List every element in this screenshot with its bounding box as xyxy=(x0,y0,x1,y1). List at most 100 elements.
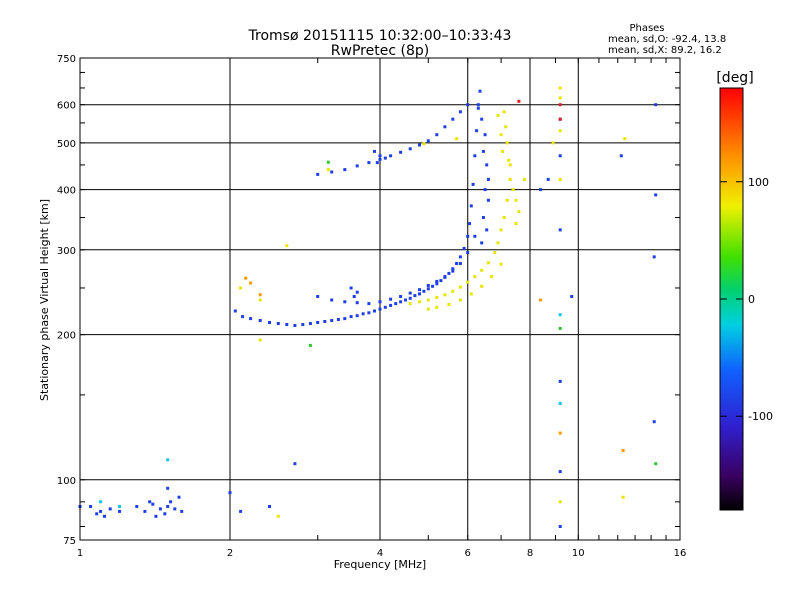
y-axis-label: Stationary phase Virtual Height [km] xyxy=(38,199,51,401)
data-point xyxy=(355,290,359,294)
data-point xyxy=(523,177,526,181)
data-point xyxy=(458,285,462,289)
data-point xyxy=(228,491,232,495)
data-point xyxy=(375,161,379,165)
data-point xyxy=(422,142,426,146)
data-point xyxy=(95,512,99,516)
data-point xyxy=(244,276,248,280)
data-point xyxy=(426,139,430,143)
data-point xyxy=(654,193,658,197)
data-point xyxy=(308,322,312,325)
data-point xyxy=(239,509,243,513)
data-point xyxy=(558,313,562,317)
data-point xyxy=(551,141,555,145)
data-point xyxy=(258,298,262,302)
data-point xyxy=(158,507,162,511)
data-point xyxy=(481,149,485,153)
data-point xyxy=(135,505,139,508)
data-point xyxy=(447,303,451,306)
data-point xyxy=(462,246,466,250)
data-point xyxy=(361,312,365,316)
data-point xyxy=(233,309,237,313)
data-point xyxy=(619,154,623,158)
data-point xyxy=(355,301,359,305)
x-tick-label: 6 xyxy=(465,548,471,559)
data-point xyxy=(486,261,490,265)
data-point xyxy=(546,177,550,181)
data-point xyxy=(316,172,320,176)
data-point xyxy=(486,177,490,181)
data-point xyxy=(258,319,262,322)
data-point xyxy=(343,168,347,172)
data-point xyxy=(514,222,518,226)
data-point xyxy=(558,96,562,100)
data-point xyxy=(143,509,147,513)
data-point xyxy=(458,110,462,114)
data-point xyxy=(558,327,562,330)
data-point xyxy=(447,271,451,275)
data-point xyxy=(166,486,170,490)
data-point xyxy=(316,321,320,324)
data-point xyxy=(478,89,482,93)
data-point xyxy=(404,298,407,302)
data-point xyxy=(394,302,398,306)
data-point xyxy=(480,284,484,288)
chart-subtitle: RwPretec (8p) xyxy=(331,43,429,59)
data-point xyxy=(169,500,173,504)
data-point xyxy=(389,303,393,307)
data-point xyxy=(148,500,152,504)
data-point xyxy=(499,228,503,232)
data-point xyxy=(180,509,184,513)
data-point xyxy=(352,295,356,298)
data-point xyxy=(367,161,371,165)
data-point xyxy=(418,288,421,292)
data-point xyxy=(276,322,280,325)
colorbar-tick-label: -100 xyxy=(748,410,773,423)
data-point xyxy=(466,234,470,238)
data-point xyxy=(558,401,562,405)
data-point xyxy=(505,141,509,145)
data-point xyxy=(154,514,158,518)
axis-ticks: 1 2 4 6 8 10 16 75 100 200 300 400 500 600 750 xyxy=(57,54,686,559)
data-point xyxy=(466,280,470,284)
data-point xyxy=(443,293,447,297)
data-point xyxy=(239,286,243,290)
data-point xyxy=(435,133,439,137)
data-point xyxy=(418,292,421,296)
data-point xyxy=(558,129,562,133)
data-point xyxy=(336,318,340,321)
data-point xyxy=(293,462,297,466)
data-point xyxy=(511,188,515,192)
data-point xyxy=(558,500,562,504)
data-point xyxy=(558,103,562,107)
data-point xyxy=(389,154,393,158)
y-tick-label: 100 xyxy=(57,476,76,487)
data-point xyxy=(539,298,543,302)
data-point xyxy=(493,251,497,255)
phase-line-x: mean, sd,X: 89.2, 16.2 xyxy=(608,45,722,56)
data-point xyxy=(276,514,280,518)
data-point xyxy=(301,323,305,326)
data-point xyxy=(383,305,387,309)
data-point xyxy=(343,300,347,304)
data-point xyxy=(355,164,359,168)
data-point xyxy=(268,505,271,508)
data-point xyxy=(558,379,562,383)
grid-lines xyxy=(80,58,680,540)
data-point xyxy=(443,275,447,279)
x-tick-label: 8 xyxy=(527,548,533,559)
data-point xyxy=(285,244,289,248)
data-point xyxy=(435,295,439,299)
data-point xyxy=(451,289,455,293)
colorbar-tick-label: 100 xyxy=(748,176,769,189)
data-point xyxy=(435,282,439,286)
data-point xyxy=(468,222,471,226)
data-points xyxy=(78,86,658,528)
data-point xyxy=(349,286,353,290)
data-point xyxy=(426,298,430,302)
data-point xyxy=(451,117,455,121)
phase-line-o: mean, sd,O: -92.4, 13.8 xyxy=(608,34,726,45)
data-point xyxy=(118,505,121,508)
data-point xyxy=(504,125,508,129)
data-point xyxy=(378,307,382,311)
